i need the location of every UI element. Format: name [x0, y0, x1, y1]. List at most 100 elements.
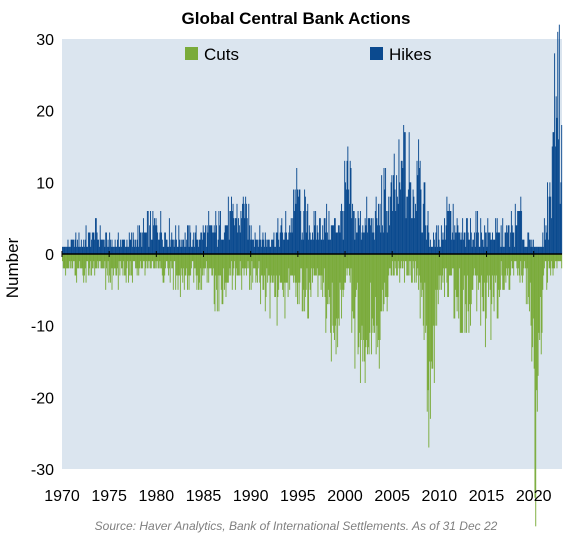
- hikes-bar: [378, 203, 379, 254]
- hikes-bar: [188, 246, 190, 254]
- cuts-bar: [91, 254, 93, 269]
- hikes-bar: [315, 211, 317, 254]
- hikes-bar: [95, 218, 97, 254]
- hikes-bar: [517, 211, 519, 254]
- cuts-bar: [150, 254, 152, 269]
- cuts-bar: [386, 254, 388, 312]
- hikes-bar: [556, 117, 558, 254]
- cuts-bar: [274, 254, 276, 297]
- hikes-bar: [535, 246, 537, 254]
- hikes-bar: [314, 225, 316, 254]
- cuts-bar: [459, 254, 460, 269]
- cuts-bar: [422, 254, 424, 326]
- cuts-bar: [488, 254, 490, 276]
- hikes-bar: [385, 168, 387, 254]
- cuts-bar: [471, 254, 473, 290]
- hikes-bar: [368, 218, 370, 254]
- cuts-bar: [178, 254, 180, 276]
- cuts-bar: [131, 254, 133, 283]
- hikes-bar: [218, 211, 220, 254]
- chart-title: Global Central Bank Actions: [182, 9, 411, 28]
- cuts-bar: [136, 254, 138, 276]
- cuts-bar: [113, 254, 115, 269]
- cuts-bar: [268, 254, 270, 276]
- cuts-bar: [94, 254, 96, 276]
- hikes-bar: [118, 246, 120, 254]
- hikes-bar: [422, 203, 424, 254]
- cuts-bar: [419, 254, 421, 319]
- hikes-bar: [239, 232, 241, 254]
- hikes-bar: [453, 239, 455, 254]
- cuts-bar: [503, 254, 504, 290]
- hikes-bar: [280, 225, 282, 254]
- cuts-bar: [367, 254, 368, 355]
- hikes-bar: [395, 211, 397, 254]
- hikes-bar: [526, 246, 528, 254]
- cuts-bar: [253, 254, 255, 269]
- hikes-bar: [472, 239, 474, 254]
- hikes-bar: [520, 196, 522, 254]
- cuts-bar: [209, 254, 211, 269]
- cuts-bar: [553, 254, 555, 269]
- hikes-bar: [227, 225, 229, 254]
- cuts-bar: [364, 254, 366, 383]
- cuts-bar: [528, 254, 530, 297]
- hikes-bar: [519, 211, 521, 254]
- hikes-bar: [237, 232, 239, 254]
- hikes-bar: [372, 218, 374, 254]
- hikes-bar: [327, 239, 329, 254]
- hikes-bar: [351, 218, 353, 254]
- hikes-bar: [113, 246, 115, 254]
- cuts-bar: [375, 254, 377, 355]
- cuts-bar: [534, 254, 536, 498]
- cuts-bar: [483, 254, 485, 312]
- cuts-bar: [436, 254, 438, 326]
- cuts-bar: [461, 254, 463, 333]
- cuts-bar: [510, 254, 512, 276]
- hikes-bar: [306, 211, 308, 254]
- cuts-bar: [148, 254, 150, 269]
- hikes-bar: [234, 225, 236, 254]
- hikes-bar: [300, 239, 302, 254]
- hikes-bar: [428, 232, 430, 254]
- hikes-bar: [288, 232, 290, 254]
- hikes-bar: [170, 239, 172, 254]
- cuts-bar: [157, 254, 159, 269]
- cuts-bar: [62, 254, 64, 269]
- hikes-bar: [423, 182, 425, 254]
- cuts-bar: [271, 254, 273, 283]
- cuts-bar: [227, 254, 229, 283]
- cuts-bar: [139, 254, 141, 262]
- hikes-bar: [557, 31, 559, 255]
- cuts-bar: [388, 254, 390, 276]
- cuts-bar: [231, 254, 232, 262]
- hikes-bar: [251, 239, 253, 254]
- hikes-bar: [291, 232, 293, 254]
- cuts-bar: [65, 254, 67, 276]
- hikes-bar: [260, 239, 262, 254]
- cuts-bar: [470, 254, 471, 326]
- cuts-bar: [297, 254, 298, 305]
- hikes-bar: [329, 239, 331, 254]
- hikes-bar: [321, 239, 323, 254]
- cuts-bar: [84, 254, 85, 276]
- x-tick-label: 1990: [233, 488, 269, 505]
- hikes-bar: [67, 239, 69, 254]
- hikes-bar: [209, 225, 211, 254]
- hikes-bar: [502, 218, 504, 254]
- hikes-bar: [77, 246, 79, 254]
- cuts-bar: [173, 254, 175, 262]
- cuts-bar: [66, 254, 68, 269]
- cuts-bar: [252, 254, 254, 283]
- hikes-bar: [172, 239, 173, 254]
- hikes-bar: [383, 168, 385, 254]
- hikes-bar: [506, 232, 508, 254]
- cuts-bar: [448, 254, 450, 276]
- cuts-bar: [67, 254, 69, 269]
- cuts-bar: [363, 254, 365, 340]
- cuts-bar: [174, 254, 176, 262]
- hikes-bar: [521, 211, 523, 254]
- hikes-bar: [359, 225, 361, 254]
- cuts-bar: [559, 254, 561, 262]
- x-tick-label: 2020: [516, 488, 552, 505]
